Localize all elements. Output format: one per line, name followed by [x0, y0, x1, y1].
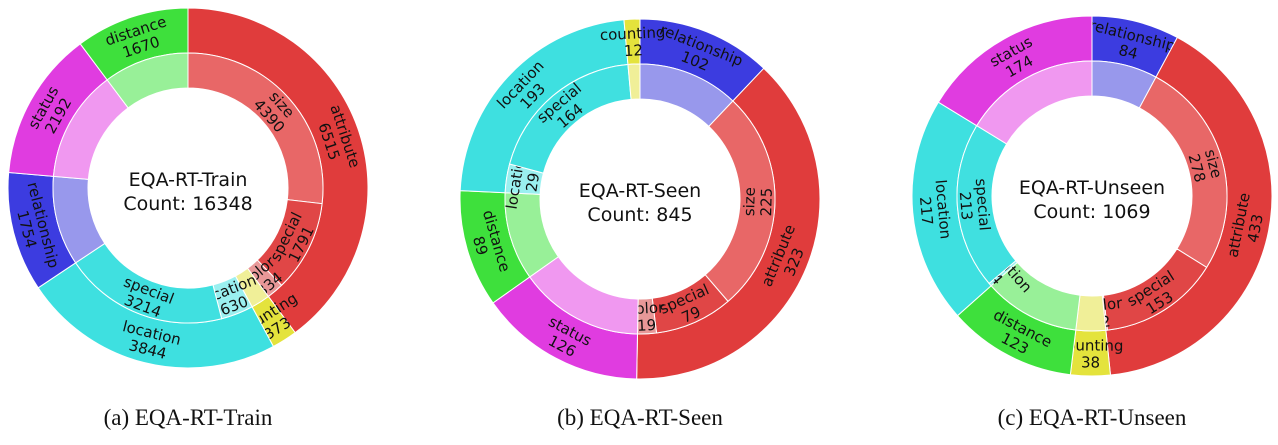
outer-label-value: 433 — [1244, 213, 1267, 245]
donut-chart-seen: relationship102attribute323status126dist… — [459, 18, 821, 430]
inner-label-name: size — [740, 187, 759, 217]
outer-label-value: 217 — [916, 196, 936, 226]
center-title: EQA-RT-Seen — [579, 180, 701, 202]
inner-label-value: 29 — [522, 172, 543, 194]
outer-label-value: 38 — [1081, 353, 1100, 371]
inner-label-value: 2 — [1100, 312, 1111, 331]
donut-chart-unseen: relationship84attribute433counting38dist… — [911, 15, 1273, 430]
center-count: Count: 845 — [587, 204, 692, 226]
donut-chart-train: attribute6515counting373location3844rela… — [7, 7, 369, 430]
figure-caption: (a) EQA-RT-Train — [104, 405, 273, 430]
inner-label-value: 213 — [956, 191, 976, 221]
inner-label-value: 19 — [637, 316, 657, 335]
outer-label-name: counting — [599, 23, 665, 44]
outer-label-name: location — [931, 179, 954, 240]
outer-label-value: 12 — [623, 41, 643, 60]
inner-label-value: 225 — [757, 188, 776, 217]
center-title: EQA-RT-Train — [129, 169, 248, 191]
center-count: Count: 1069 — [1033, 201, 1150, 223]
inner-slice-segment-4 — [1075, 294, 1107, 332]
inner-slice-segment-8 — [976, 60, 1093, 145]
figure-caption: (b) EQA-RT-Seen — [557, 405, 723, 430]
figure-caption: (c) EQA-RT-Unseen — [998, 405, 1187, 430]
outer-label-value: 84 — [1117, 41, 1140, 63]
center-title: EQA-RT-Unseen — [1019, 177, 1165, 199]
inner-slice-segment-8 — [106, 52, 189, 109]
center-count: Count: 16348 — [123, 193, 252, 215]
inner-slice-segment-8 — [627, 63, 641, 100]
inner-label-name: special — [972, 178, 994, 232]
outer-label-value: 89 — [469, 234, 492, 257]
